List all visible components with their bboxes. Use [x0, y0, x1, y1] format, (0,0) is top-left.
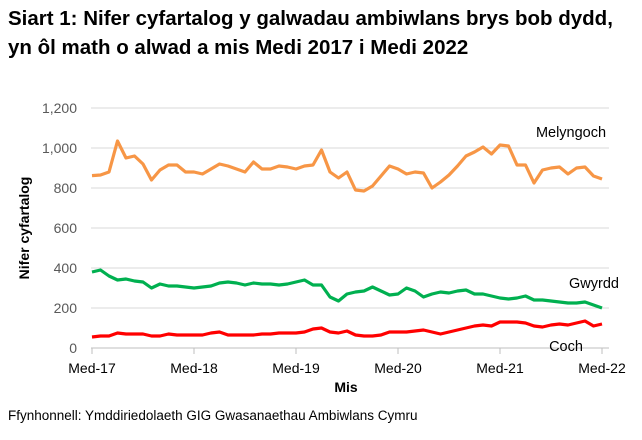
series-line-coch [91, 319, 603, 339]
source-note: Ffynhonnell: Ymddiriedolaeth GIG Gwasana… [8, 408, 418, 423]
series-line-gwyrdd [91, 268, 603, 310]
x-axis-label: Mis [334, 379, 358, 395]
chart-title: Siart 1: Nifer cyfartalog y galwadau amb… [8, 7, 613, 59]
y-tick-label: 1,000 [42, 140, 77, 156]
x-tick-label: Med-22 [578, 360, 626, 376]
x-tick-label: Med-19 [272, 360, 320, 376]
y-axis-label: Nifer cyfartalog [16, 177, 32, 280]
y-tick-label: 0 [69, 340, 77, 356]
series-label-coch: Coch [549, 339, 583, 355]
y-tick-label: 400 [54, 260, 78, 276]
y-tick-label: 200 [54, 300, 78, 316]
x-tick-label: Med-18 [170, 360, 218, 376]
series-label-gwyrdd: Gwyrdd [569, 276, 619, 292]
y-tick-label: 600 [54, 220, 78, 236]
x-tick-label: Med-21 [476, 360, 524, 376]
x-tick-label: Med-20 [374, 360, 422, 376]
x-tick-label: Med-17 [68, 360, 116, 376]
y-tick-label: 800 [54, 180, 78, 196]
y-tick-label: 1,200 [42, 100, 77, 116]
series-label-melyngoch: Melyngoch [536, 125, 606, 141]
